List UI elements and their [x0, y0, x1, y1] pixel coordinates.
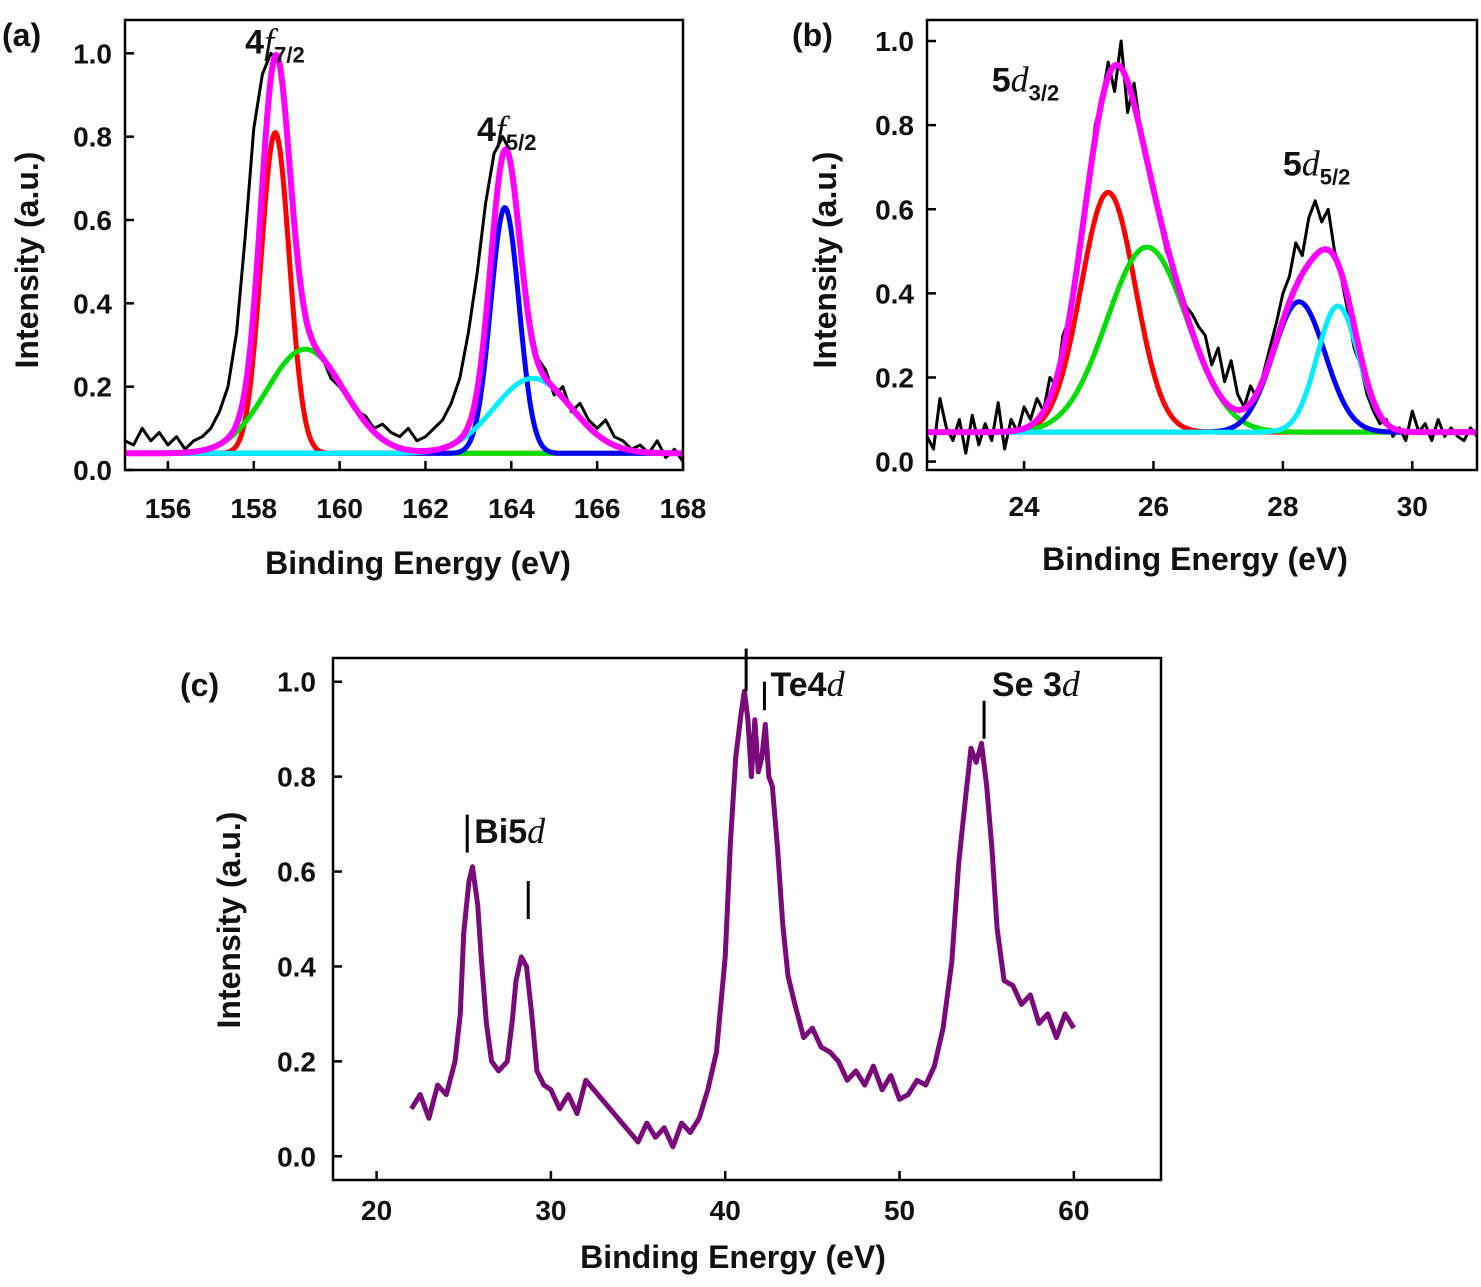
panel-c-x-tick-label: 30	[535, 1195, 566, 1226]
panel-a-component-red	[125, 130, 683, 456]
panel-a: (a) 156 158 160 162 164 166 168 0.0 0.2 0.4 0.6 0.8…	[2, 17, 706, 581]
panel-c-y-axis-label: Intensity (a.u.)	[211, 812, 247, 1029]
panel-b-y-tick-label: 0.0	[875, 447, 914, 478]
panel-a-annotations: 4f7/2 4f5/2	[245, 21, 537, 155]
panel-b: (b) 24 26 28 30 0.0 0.2 0.4 0.6 0.8 1.0 Binding E…	[792, 17, 1479, 577]
panel-c-peak-annotation: Bi5d	[474, 811, 546, 851]
panel-b-peak-annotation: 5d5/2	[1283, 144, 1351, 190]
panel-b-series	[927, 39, 1477, 455]
panel-c-survey-line	[409, 688, 1076, 1150]
panel-c-y-tick-label: 0.6	[277, 857, 316, 888]
panel-c-ticks: 20 30 40 50 60 0.0 0.2 0.4 0.6 0.8 1.0	[277, 667, 1089, 1226]
panel-c: (c) 20 30 40 50 60 0.0 0.2 0.4 0.6 0.8 1.0 Binding…	[180, 648, 1163, 1275]
panel-b-y-tick-label: 0.6	[875, 194, 914, 225]
panel-c-series	[409, 688, 1076, 1150]
panel-a-y-tick-label: 0.0	[73, 455, 112, 486]
panel-b-component-green	[927, 244, 1477, 435]
panel-a-x-tick-label: 162	[402, 493, 449, 524]
panel-b-x-tick-label: 30	[1397, 491, 1428, 522]
panel-c-x-tick-label: 50	[884, 1195, 915, 1226]
panel-b-annotations: 5d3/2 5d5/2	[992, 59, 1351, 189]
panel-c-y-tick-label: 0.2	[277, 1046, 316, 1077]
panel-c-annotations: Bi5d Te4d Se 3d	[465, 648, 1081, 919]
panel-a-frame	[123, 18, 685, 472]
panel-a-peak-annotation: 4f7/2	[245, 21, 305, 67]
panel-b-frame	[925, 18, 1479, 472]
panel-b-raw-data-line	[927, 39, 1477, 455]
panel-c-y-tick-label: 0.0	[277, 1141, 316, 1172]
panel-a-x-axis-label: Binding Energy (eV)	[265, 545, 571, 581]
panel-a-x-tick-label: 168	[660, 493, 707, 524]
panel-c-y-tick-label: 1.0	[277, 667, 316, 698]
panel-b-y-tick-label: 1.0	[875, 26, 914, 57]
panel-a-ticks: 156 158 160 162 164 166 168 0.0 0.2 0.4 0.6 0.8 1.0	[73, 38, 706, 524]
panel-a-label: (a)	[2, 17, 41, 53]
panel-c-peak-annotation: Se 3d	[992, 664, 1081, 704]
panel-c-label: (c)	[180, 667, 219, 703]
panel-b-component-red	[927, 189, 1477, 435]
panel-b-fit-envelope	[927, 61, 1477, 436]
panel-c-y-tick-label: 0.8	[277, 762, 316, 793]
panel-c-peak-annotation: Te4d	[771, 664, 846, 704]
panel-a-y-tick-label: 0.8	[73, 122, 112, 153]
panel-c-x-tick-label: 40	[710, 1195, 741, 1226]
panel-b-y-tick-label: 0.4	[875, 278, 914, 309]
panel-b-x-tick-label: 24	[1008, 491, 1040, 522]
panel-a-peak-annotation: 4f5/2	[477, 109, 537, 155]
panel-a-y-tick-label: 0.4	[73, 288, 112, 319]
panel-b-y-tick-label: 0.2	[875, 362, 914, 393]
panel-a-fit-envelope	[125, 52, 683, 457]
panel-b-y-axis-label: Intensity (a.u.)	[807, 152, 843, 369]
panel-c-y-tick-label: 0.4	[277, 951, 316, 982]
panel-c-x-axis-label: Binding Energy (eV)	[580, 1239, 886, 1275]
panel-b-peak-annotation: 5d3/2	[992, 59, 1060, 105]
panel-b-label: (b)	[792, 17, 833, 53]
panel-b-component-cyan	[927, 303, 1477, 435]
panel-c-x-tick-label: 20	[361, 1195, 392, 1226]
panel-a-x-tick-label: 156	[145, 493, 192, 524]
panel-a-raw-data-line	[125, 51, 683, 463]
panel-a-x-tick-label: 166	[574, 493, 621, 524]
panel-a-component-blue	[125, 205, 683, 456]
panel-a-y-tick-label: 0.6	[73, 205, 112, 236]
panel-a-component-cyan	[125, 375, 683, 456]
panel-b-x-tick-label: 28	[1267, 491, 1298, 522]
panel-b-ticks: 24 26 28 30 0.0 0.2 0.4 0.6 0.8 1.0	[875, 26, 1428, 522]
panel-b-y-tick-label: 0.8	[875, 110, 914, 141]
panel-a-x-tick-label: 158	[230, 493, 277, 524]
panel-b-x-axis-label: Binding Energy (eV)	[1042, 541, 1348, 577]
panel-c-x-tick-label: 60	[1058, 1195, 1089, 1226]
panel-a-x-tick-label: 160	[316, 493, 363, 524]
panel-a-y-tick-label: 1.0	[73, 38, 112, 69]
panel-b-x-tick-label: 26	[1138, 491, 1169, 522]
panel-a-series	[125, 51, 683, 463]
panel-a-y-tick-label: 0.2	[73, 372, 112, 403]
panel-a-y-axis-label: Intensity (a.u.)	[9, 152, 45, 369]
panel-a-x-tick-label: 164	[488, 493, 535, 524]
